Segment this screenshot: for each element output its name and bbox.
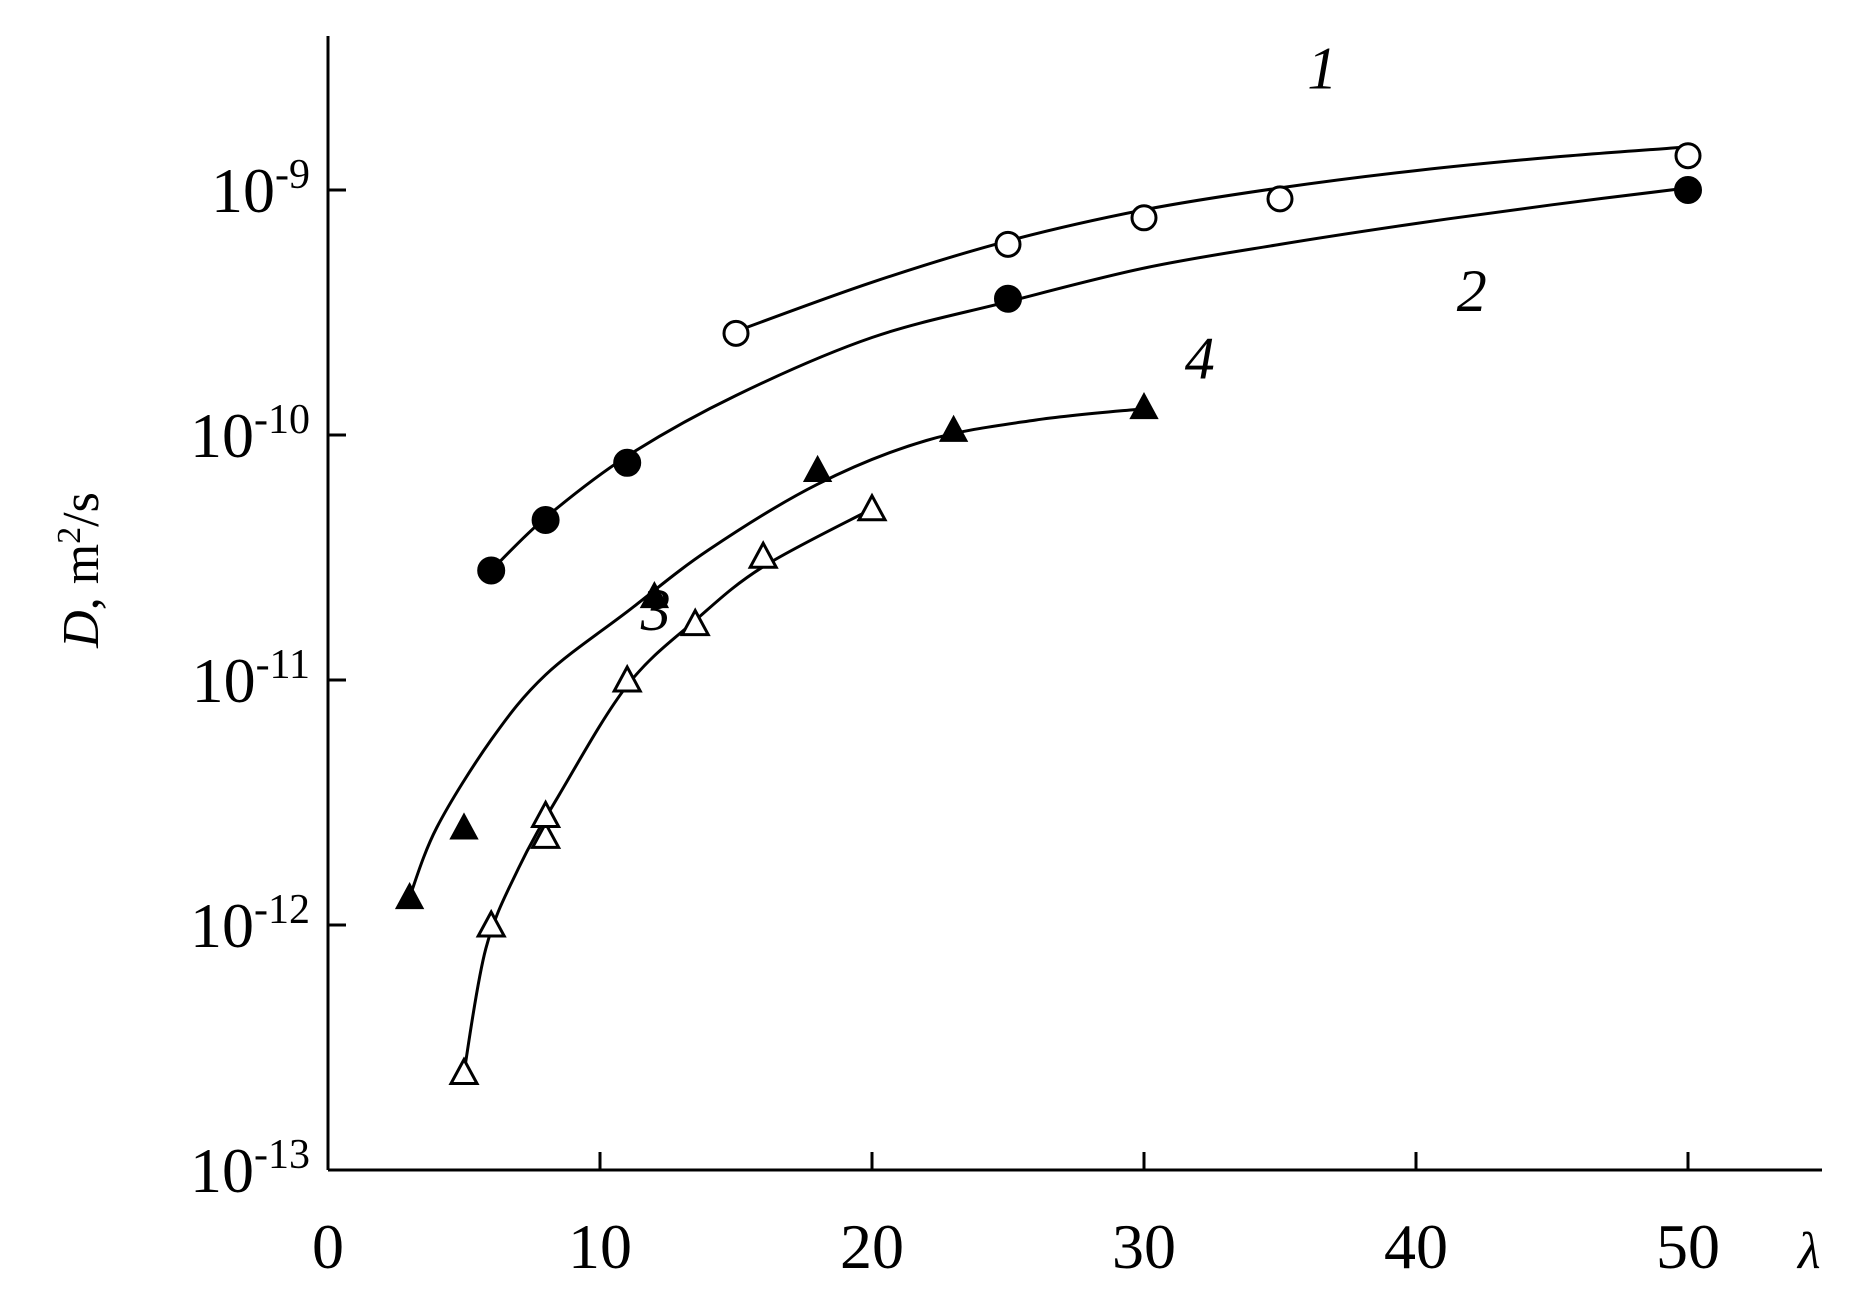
point-series-2 (994, 284, 1022, 313)
y-axis-unit-suffix: /s (53, 492, 110, 527)
point-series-2 (477, 556, 506, 585)
point-series-4 (938, 414, 969, 442)
data-markers (394, 142, 1702, 1086)
x-tick-label: 30 (1112, 1211, 1176, 1282)
point-series-1 (1674, 142, 1702, 170)
y-axis-unit-sup: 2 (51, 527, 88, 544)
point-series-3 (611, 663, 643, 693)
point-series-4 (394, 881, 425, 910)
point-series-1 (1266, 185, 1294, 213)
x-tick-label: 50 (1656, 1211, 1720, 1282)
y-ticks: 10-13 10-12 10-11 10-10 10-9 (190, 152, 346, 1206)
curve-1 (735, 145, 1689, 333)
point-series-2 (531, 505, 560, 534)
point-series-2 (613, 448, 642, 477)
series-label-2: 2 (1457, 258, 1487, 324)
y-tick-label: 10-13 (190, 1132, 310, 1206)
curve-4 (408, 407, 1145, 898)
point-series-3 (475, 908, 507, 938)
y-axis-title: D, m2/s (51, 492, 110, 649)
x-tick-label: 0 (312, 1211, 344, 1282)
axes (326, 36, 1822, 1172)
fit-curves (408, 145, 1689, 1073)
x-tick-label: 40 (1384, 1211, 1448, 1282)
point-series-3 (856, 492, 888, 522)
point-series-3 (747, 540, 779, 569)
curve-2 (490, 186, 1689, 572)
series-label-1: 1 (1307, 35, 1337, 101)
point-series-2 (1674, 176, 1702, 204)
point-series-3 (448, 1056, 480, 1086)
point-series-1 (1130, 204, 1158, 232)
y-tick-label: 10-9 (211, 152, 310, 226)
y-tick-label: 10-12 (190, 887, 310, 961)
point-series-3 (679, 607, 711, 637)
point-series-3 (530, 799, 562, 828)
point-series-1 (722, 319, 750, 347)
x-tick-label: 10 (568, 1211, 632, 1282)
series-label-4: 4 (1185, 326, 1215, 392)
x-ticks: 0 10 20 30 40 50 (312, 1152, 1720, 1282)
point-series-4 (449, 812, 479, 840)
y-tick-label: 10-10 (190, 397, 310, 471)
y-axis-unit-prefix: , m (53, 544, 110, 610)
point-series-4 (802, 454, 833, 483)
y-tick-label: 10-11 (192, 642, 310, 716)
point-series-4 (639, 581, 670, 609)
series-labels: 1 2 3 4 (640, 35, 1487, 643)
y-axis-symbol: D (53, 610, 110, 649)
x-tick-label: 20 (840, 1211, 904, 1282)
point-series-3 (530, 820, 562, 849)
x-axis-title: λ (1796, 1223, 1821, 1280)
point-series-4 (1129, 391, 1159, 420)
point-series-1 (994, 230, 1022, 258)
series-label-3: 3 (640, 577, 671, 643)
